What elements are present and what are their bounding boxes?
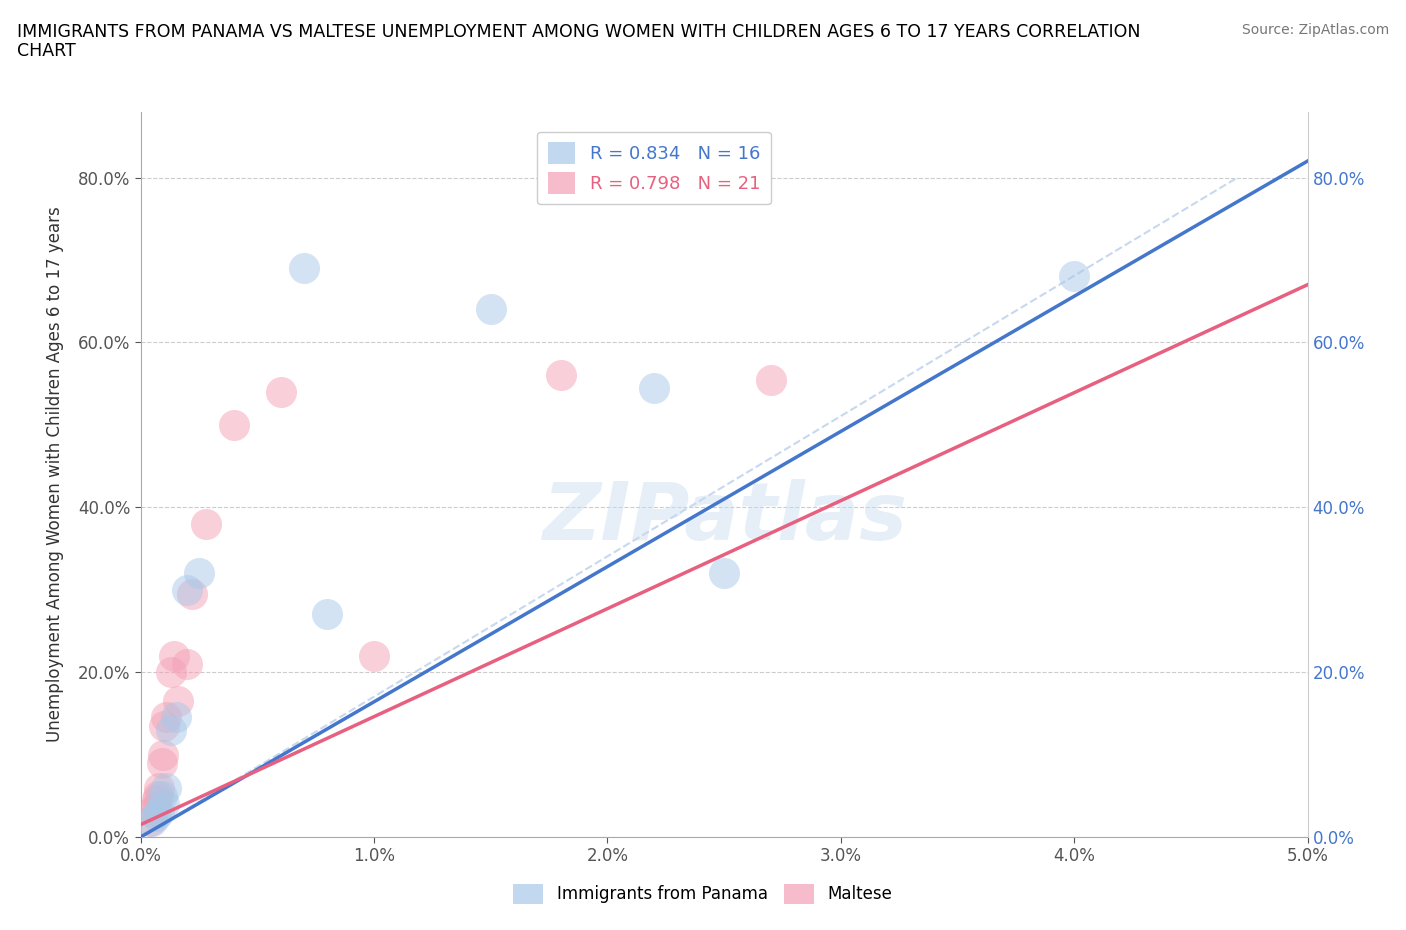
Text: Source: ZipAtlas.com: Source: ZipAtlas.com	[1241, 23, 1389, 37]
Point	[145, 809, 167, 824]
Point	[146, 789, 169, 804]
Point	[181, 587, 204, 602]
Text: ZIPatlas: ZIPatlas	[541, 479, 907, 557]
Point	[148, 780, 170, 795]
Point	[160, 723, 183, 737]
Point	[188, 565, 211, 580]
Point	[479, 302, 502, 317]
Point	[152, 747, 174, 762]
Point	[163, 648, 186, 663]
Point	[153, 797, 176, 812]
Point	[363, 648, 385, 663]
Point	[155, 780, 177, 795]
Point	[1063, 269, 1085, 284]
Text: CHART: CHART	[17, 42, 76, 60]
Legend: R = 0.834   N = 16, R = 0.798   N = 21: R = 0.834 N = 16, R = 0.798 N = 21	[537, 131, 770, 205]
Point	[270, 384, 292, 399]
Point	[146, 792, 169, 807]
Point	[165, 710, 187, 724]
Point	[167, 694, 190, 709]
Point	[155, 710, 177, 724]
Point	[139, 813, 162, 828]
Point	[713, 565, 735, 580]
Point	[153, 718, 176, 733]
Point	[142, 804, 165, 819]
Legend: Immigrants from Panama, Maltese: Immigrants from Panama, Maltese	[506, 877, 900, 910]
Point	[143, 801, 166, 816]
Point	[292, 260, 315, 275]
Point	[550, 368, 572, 383]
Point	[759, 372, 782, 387]
Point	[194, 516, 217, 531]
Text: IMMIGRANTS FROM PANAMA VS MALTESE UNEMPLOYMENT AMONG WOMEN WITH CHILDREN AGES 6 : IMMIGRANTS FROM PANAMA VS MALTESE UNEMPL…	[17, 23, 1140, 41]
Point	[150, 755, 173, 770]
Y-axis label: Unemployment Among Women with Children Ages 6 to 17 years: Unemployment Among Women with Children A…	[46, 206, 63, 742]
Point	[148, 804, 170, 819]
Point	[222, 418, 245, 432]
Point	[176, 657, 198, 671]
Point	[176, 582, 198, 597]
Point	[150, 789, 173, 804]
Point	[316, 607, 339, 622]
Point	[141, 813, 163, 828]
Point	[643, 380, 665, 395]
Point	[160, 665, 183, 680]
